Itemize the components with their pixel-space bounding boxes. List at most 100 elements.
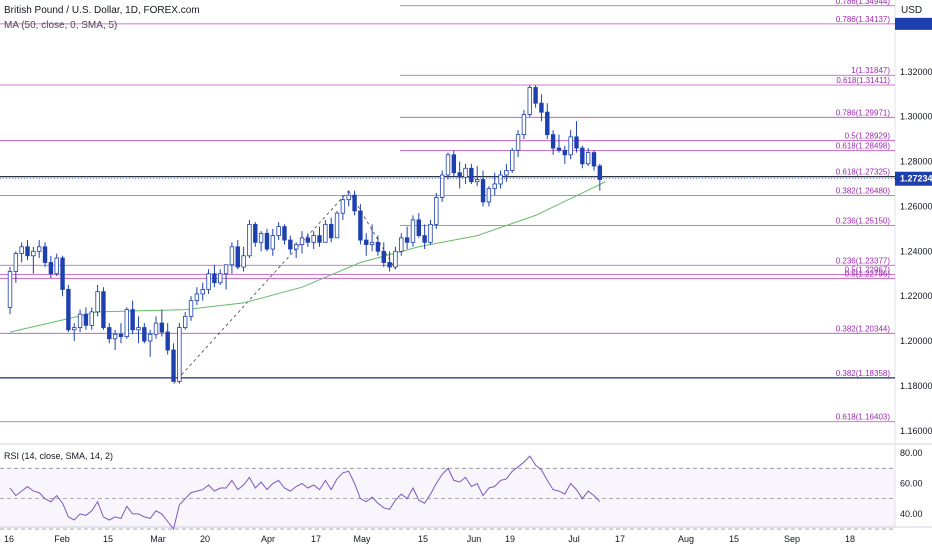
candle-body [387, 262, 392, 268]
candle-body [346, 194, 351, 201]
candle-body [299, 237, 305, 245]
candle-body [457, 172, 462, 178]
fib-label: 0.236(1.23377) [836, 256, 891, 265]
candle-body [480, 179, 486, 203]
time-tick-label: Sep [784, 534, 800, 544]
candle-body [515, 134, 521, 151]
time-tick-label: 15 [103, 534, 113, 544]
fib-price-badge [895, 17, 932, 30]
candle-body [229, 246, 235, 266]
price-tick-label: 1.16000 [900, 426, 932, 436]
price-tick-label: 1.20000 [900, 336, 932, 346]
candle-body [270, 235, 275, 250]
candle-body [77, 313, 83, 328]
candle-body [486, 188, 492, 203]
time-tick-label: Aug [678, 534, 694, 544]
candle-body [527, 87, 532, 115]
candle-body [340, 199, 346, 214]
trend-swing-line [173, 190, 350, 384]
candles [7, 85, 603, 384]
price-tick-label: 1.30000 [900, 112, 932, 122]
rsi-tick-label: 80.00 [900, 448, 923, 458]
candle-body [182, 315, 188, 328]
time-tick-label: 17 [311, 534, 321, 544]
time-tick-label: 19 [505, 534, 515, 544]
time-tick-label: 16 [4, 534, 14, 544]
time-tick-label: Feb [54, 534, 70, 544]
candle-body [247, 223, 252, 257]
fib-label: 0.618(1.16403) [836, 413, 891, 422]
fib-label: 0.236(1.25150) [836, 216, 891, 225]
candle-body [282, 226, 287, 241]
time-tick-label: Jun [467, 534, 482, 544]
fib-label: 0.382(1.26480) [836, 187, 891, 196]
fib-label: 0.786(1.34944) [836, 0, 891, 6]
fib-label: 0.382(1.18358) [836, 369, 891, 378]
price-tick-label: 1.24000 [900, 246, 932, 256]
time-tick-label: 18 [845, 534, 855, 544]
candle-body [311, 235, 316, 243]
candle-body [95, 291, 100, 313]
candle-body [54, 257, 59, 275]
price-tick-label: 1.26000 [900, 201, 932, 211]
time-tick-label: Jul [568, 534, 580, 544]
ma-indicator-label[interactable]: MA (50, close, 0, SMA, 5) [4, 20, 118, 31]
candle-body [439, 174, 445, 198]
candle-body [580, 147, 585, 165]
fib-label: 0.382(1.20344) [836, 324, 891, 333]
candle-body [83, 313, 89, 326]
candle-body [328, 223, 334, 239]
candle-body [539, 102, 544, 113]
candle-body [568, 136, 573, 156]
candle-body [364, 239, 369, 245]
candle-body [276, 226, 281, 236]
candle-body [451, 154, 457, 174]
candle-body [48, 262, 54, 275]
price-tick-label: 1.28000 [900, 157, 932, 167]
time-tick-label: Apr [261, 534, 275, 544]
candle-body [510, 149, 515, 171]
candle-body [194, 293, 200, 302]
candle-body [19, 246, 24, 254]
candle-body [188, 300, 194, 317]
candle-body [218, 273, 223, 284]
candle-body [142, 327, 147, 342]
candle-body [66, 289, 71, 331]
candle-body [212, 273, 217, 284]
fib-label: 0.618(1.28498) [836, 141, 891, 150]
candle-body [317, 235, 322, 243]
currency-label: USD [901, 5, 923, 16]
time-tick-label: 15 [729, 534, 739, 544]
candle-body [375, 241, 381, 252]
fib-label: 0.618(1.27325) [836, 168, 891, 177]
fib-levels [0, 5, 895, 423]
candle-body [352, 194, 357, 212]
rsi-line [9, 455, 601, 531]
candle-body [72, 327, 77, 331]
candle-body [107, 327, 112, 340]
candle-body [171, 349, 176, 382]
candle-body [591, 152, 597, 167]
candle-body [159, 322, 165, 333]
fib-label: 1(1.31847) [851, 66, 890, 75]
candle-body [474, 179, 480, 183]
price-tick-label: 1.32000 [900, 67, 932, 77]
fib-label: 0.618(1.31411) [836, 76, 890, 85]
candle-body [153, 322, 159, 335]
candle-body [410, 219, 416, 243]
candle-body [469, 167, 474, 183]
candle-body [264, 232, 270, 250]
ma-50-line [9, 181, 606, 333]
candle-body [136, 327, 141, 331]
candle-body [404, 237, 410, 243]
candle-body [393, 250, 398, 268]
candle-body [25, 246, 30, 257]
candle-body [200, 289, 205, 295]
candle-body [241, 255, 246, 268]
price-tick-label: 1.18000 [900, 381, 932, 391]
time-tick-label: 15 [418, 534, 428, 544]
candle-body [31, 250, 36, 257]
candle-body [445, 154, 451, 176]
candle-body [293, 244, 299, 250]
